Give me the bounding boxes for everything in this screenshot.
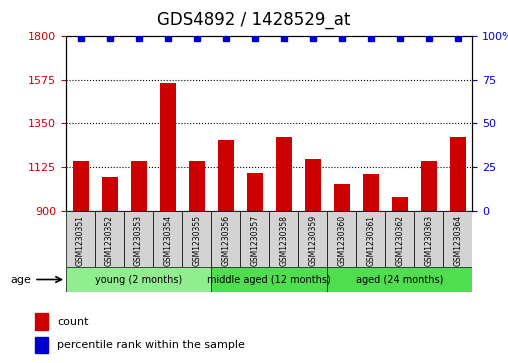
Text: GSM1230352: GSM1230352: [105, 215, 114, 266]
Text: middle aged (12 months): middle aged (12 months): [207, 274, 331, 285]
FancyBboxPatch shape: [124, 211, 153, 267]
Text: GSM1230353: GSM1230353: [134, 215, 143, 266]
Text: GSM1230364: GSM1230364: [454, 215, 462, 266]
Bar: [421, 161, 437, 211]
Text: count: count: [57, 317, 89, 327]
FancyBboxPatch shape: [269, 211, 298, 267]
FancyBboxPatch shape: [95, 211, 124, 267]
Text: GSM1230360: GSM1230360: [337, 215, 346, 266]
FancyBboxPatch shape: [298, 211, 327, 267]
Bar: [276, 137, 292, 211]
Bar: [334, 184, 350, 211]
Text: GSM1230361: GSM1230361: [366, 215, 375, 266]
Text: GSM1230355: GSM1230355: [192, 215, 201, 266]
FancyBboxPatch shape: [415, 211, 443, 267]
Bar: [131, 161, 147, 211]
Bar: [188, 161, 205, 211]
Bar: [305, 159, 321, 211]
Bar: [450, 137, 466, 211]
Text: age: age: [10, 275, 31, 285]
FancyBboxPatch shape: [66, 211, 95, 267]
Text: GSM1230358: GSM1230358: [279, 215, 288, 266]
Text: GSM1230356: GSM1230356: [221, 215, 230, 266]
Bar: [35, 337, 48, 354]
FancyBboxPatch shape: [386, 211, 415, 267]
FancyBboxPatch shape: [66, 267, 211, 292]
Bar: [35, 313, 48, 330]
Text: GSM1230351: GSM1230351: [76, 215, 85, 266]
Text: young (2 months): young (2 months): [95, 274, 182, 285]
FancyBboxPatch shape: [182, 211, 211, 267]
FancyBboxPatch shape: [153, 211, 182, 267]
Bar: [363, 174, 379, 211]
Bar: [247, 173, 263, 211]
Bar: [102, 177, 117, 211]
Bar: [392, 197, 408, 211]
Text: GSM1230354: GSM1230354: [163, 215, 172, 266]
FancyBboxPatch shape: [327, 211, 356, 267]
Text: percentile rank within the sample: percentile rank within the sample: [57, 340, 245, 350]
FancyBboxPatch shape: [327, 267, 472, 292]
Text: GSM1230359: GSM1230359: [308, 215, 318, 266]
Bar: [73, 161, 88, 211]
FancyBboxPatch shape: [240, 211, 269, 267]
Bar: [218, 140, 234, 211]
FancyBboxPatch shape: [211, 211, 240, 267]
Text: GDS4892 / 1428529_at: GDS4892 / 1428529_at: [157, 11, 351, 29]
Text: GSM1230357: GSM1230357: [250, 215, 259, 266]
Bar: [160, 83, 176, 211]
Text: GSM1230362: GSM1230362: [395, 215, 404, 266]
FancyBboxPatch shape: [211, 267, 327, 292]
FancyBboxPatch shape: [443, 211, 472, 267]
Text: aged (24 months): aged (24 months): [356, 274, 443, 285]
FancyBboxPatch shape: [356, 211, 386, 267]
Text: GSM1230363: GSM1230363: [424, 215, 433, 266]
